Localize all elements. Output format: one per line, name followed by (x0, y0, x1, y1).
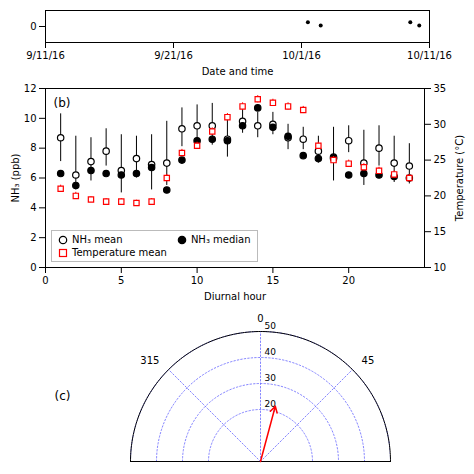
svg-text:10: 10 (191, 275, 204, 286)
svg-text:20: 20 (434, 190, 447, 201)
svg-text:9/21/16: 9/21/16 (154, 50, 193, 61)
svg-text:40: 40 (265, 347, 277, 357)
svg-text:30: 30 (434, 119, 447, 130)
svg-text:10/1/16: 10/1/16 (282, 50, 321, 61)
html-text:NH₃ median: NH₃ median (190, 234, 251, 245)
svg-text:0: 0 (30, 262, 36, 273)
svg-text:10: 10 (434, 262, 447, 273)
svg-text:Date and time: Date and time (202, 66, 274, 77)
svg-text:0: 0 (30, 21, 36, 32)
svg-text:45: 45 (362, 355, 375, 366)
svg-text:0: 0 (257, 313, 263, 324)
svg-text:10: 10 (24, 113, 37, 124)
svg-text:(b): (b) (54, 96, 71, 110)
svg-text:9/11/16: 9/11/16 (26, 50, 65, 61)
svg-text:NH₃ (ppb): NH₃ (ppb) (10, 153, 21, 202)
html-text:NH₃ mean: NH₃ mean (72, 234, 123, 245)
svg-text:12: 12 (24, 83, 37, 94)
svg-text:15: 15 (267, 275, 280, 286)
svg-text:20: 20 (264, 399, 276, 410)
svg-text:15: 15 (434, 226, 447, 237)
svg-text:8: 8 (30, 142, 36, 153)
svg-text:30: 30 (265, 373, 277, 383)
svg-text:5: 5 (118, 275, 124, 286)
svg-text:10/11/16: 10/11/16 (407, 50, 452, 61)
svg-text:50: 50 (265, 321, 277, 331)
svg-text:20: 20 (342, 275, 355, 286)
svg-text:315: 315 (140, 355, 159, 366)
svg-text:4: 4 (30, 202, 36, 213)
svg-text:0: 0 (42, 275, 48, 286)
svg-text:2: 2 (30, 232, 36, 243)
svg-text:6: 6 (30, 172, 36, 183)
svg-text:25: 25 (434, 154, 447, 165)
svg-text:35: 35 (434, 83, 447, 94)
svg-text:Diurnal hour: Diurnal hour (204, 291, 267, 302)
svg-text:Temperature (°C): Temperature (°C) (454, 135, 465, 222)
html-text:Temperature mean: Temperature mean (72, 247, 167, 258)
svg-text:(c): (c) (55, 389, 71, 403)
